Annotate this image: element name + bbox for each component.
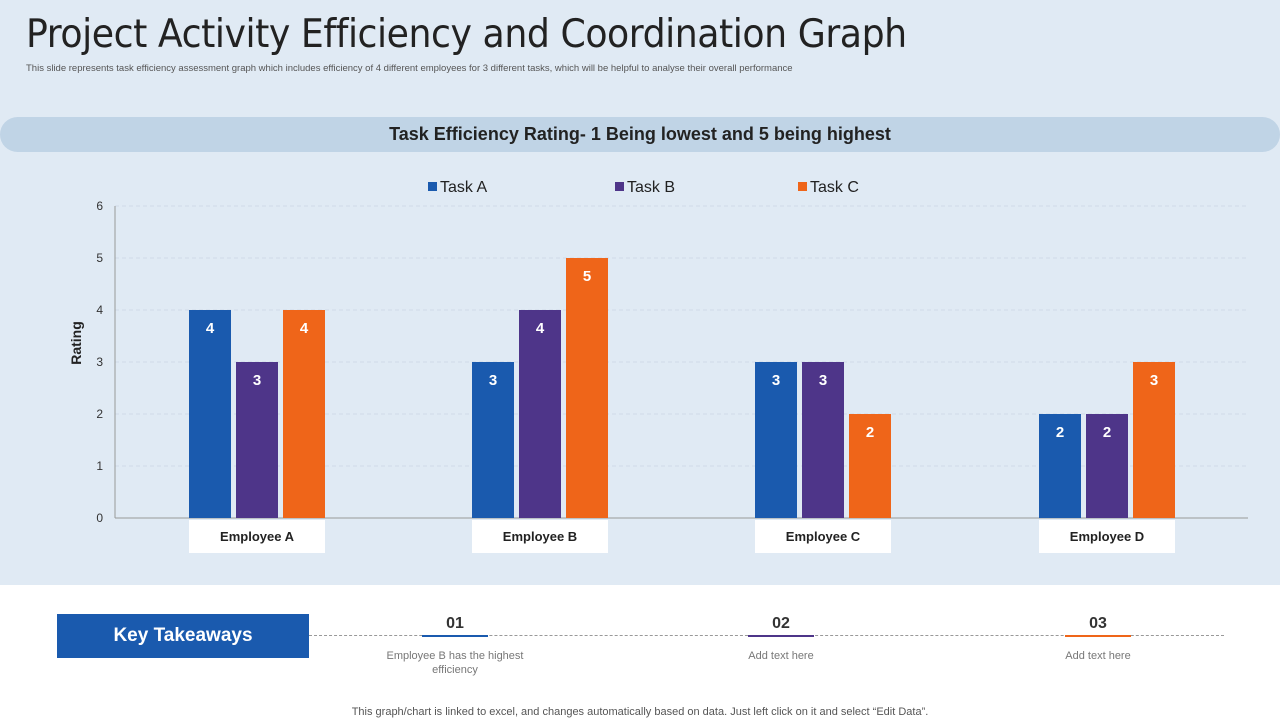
takeaway-text: Employee B has the highest efficiency: [386, 650, 524, 676]
y-tick-label: 4: [96, 303, 103, 317]
legend-label: Task C: [810, 179, 859, 196]
data-label: 3: [772, 372, 780, 389]
page-title: Project Activity Efficiency and Coordina…: [26, 12, 907, 57]
bar[interactable]: [519, 310, 561, 518]
data-label: 4: [206, 320, 215, 337]
takeaway-item: 01 Employee B has the highest efficiency: [375, 615, 535, 677]
bar[interactable]: [1086, 414, 1128, 518]
category-group: Employee D 2 2 3: [1039, 362, 1175, 553]
page-subtitle: This slide represents task efficiency as…: [26, 63, 793, 74]
legend-swatch: [615, 182, 624, 191]
data-label: 4: [536, 320, 545, 337]
y-tick-label: 3: [96, 355, 103, 369]
data-label: 2: [1103, 424, 1111, 441]
key-takeaways-label: Key Takeaways: [57, 614, 309, 658]
bar[interactable]: [236, 362, 278, 518]
takeaway-item: 03 Add text here: [1018, 615, 1178, 663]
takeaway-number: 02: [772, 615, 790, 632]
data-label: 2: [866, 424, 874, 441]
legend-label: Task B: [627, 179, 675, 196]
takeaway-number: 03: [1089, 615, 1107, 632]
y-tick-label: 6: [96, 199, 103, 213]
data-label: 3: [819, 372, 827, 389]
footer-note: This graph/chart is linked to excel, and…: [351, 706, 929, 718]
x-tick-label: Employee C: [786, 529, 861, 544]
takeaway-number: 01: [446, 615, 464, 632]
category-group: Employee B 3 4 5: [472, 258, 608, 553]
bar[interactable]: [755, 362, 797, 518]
bar[interactable]: [1039, 414, 1081, 518]
bar[interactable]: [472, 362, 514, 518]
category-label-box: [472, 520, 608, 553]
legend-swatch: [798, 182, 807, 191]
data-label: 5: [583, 268, 591, 285]
category-label-box: [1039, 520, 1175, 553]
data-label: 3: [489, 372, 497, 389]
y-tick-label: 1: [96, 459, 103, 473]
bar[interactable]: [566, 258, 608, 518]
takeaway-underline: [422, 635, 488, 637]
y-tick-label: 2: [96, 407, 103, 421]
legend-swatch: [428, 182, 437, 191]
chart-banner: Task Efficiency Rating- 1 Being lowest a…: [0, 117, 1280, 152]
data-label: 3: [1150, 372, 1158, 389]
bar[interactable]: [189, 310, 231, 518]
category-label-box: [755, 520, 891, 553]
x-tick-label: Employee D: [1070, 529, 1144, 544]
takeaway-underline: [1065, 635, 1131, 637]
category-label-box: [189, 520, 325, 553]
category-group: Employee A 4 3 4: [189, 310, 325, 553]
x-tick-label: Employee B: [503, 529, 577, 544]
category-group: Employee C 3 3 2: [755, 362, 891, 553]
y-tick-label: 0: [96, 511, 103, 525]
bar[interactable]: [849, 414, 891, 518]
takeaway-text: Add text here: [1065, 650, 1131, 662]
data-label: 3: [253, 372, 261, 389]
data-label: 4: [300, 320, 309, 337]
y-axis-label: Rating: [68, 321, 84, 365]
bar[interactable]: [802, 362, 844, 518]
takeaway-text: Add text here: [748, 650, 814, 662]
y-tick-label: 5: [96, 251, 103, 265]
bar[interactable]: [283, 310, 325, 518]
data-label: 2: [1056, 424, 1064, 441]
bar[interactable]: [1133, 362, 1175, 518]
takeaway-underline: [748, 635, 814, 637]
takeaway-item: 02 Add text here: [701, 615, 861, 663]
legend-label: Task A: [440, 179, 487, 196]
x-tick-label: Employee A: [220, 529, 295, 544]
